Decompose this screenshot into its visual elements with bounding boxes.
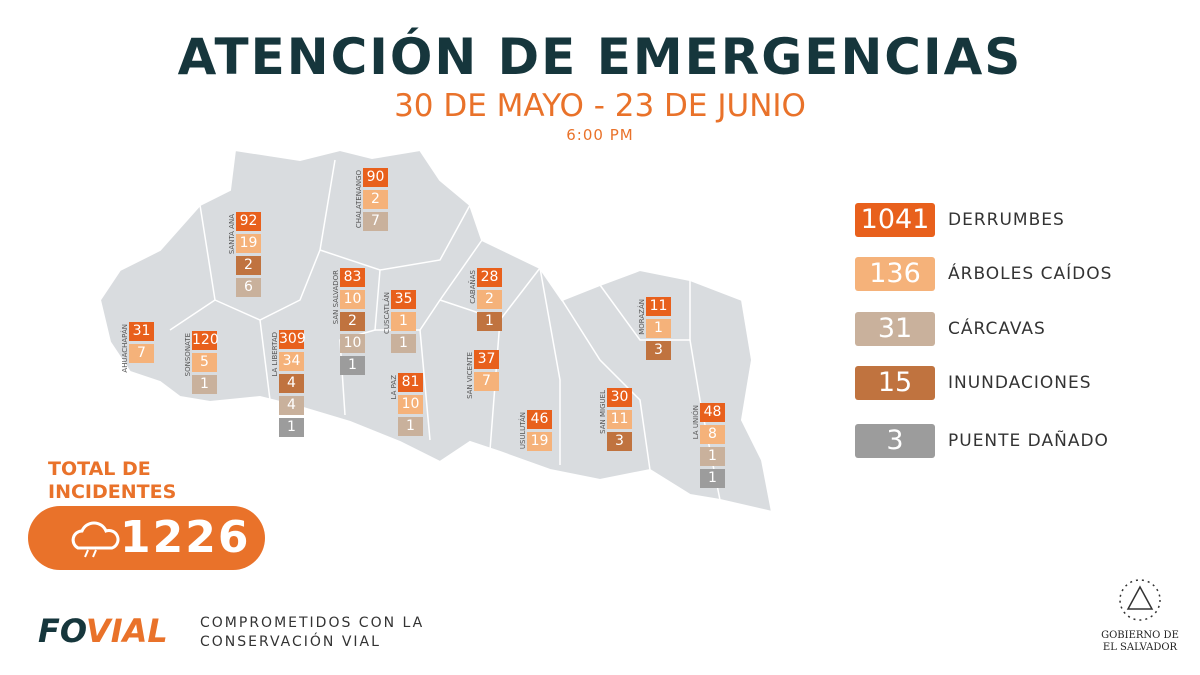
count-box: 4	[279, 374, 304, 393]
department-name: CABAÑAS	[469, 270, 477, 304]
legend-label: PUENTE DAÑADO	[948, 431, 1109, 451]
legend-value: 15	[855, 366, 935, 400]
government-line: EL SALVADOR	[1102, 642, 1178, 653]
count-box: 1	[700, 447, 725, 466]
legend-label: ÁRBOLES CAÍDOS	[948, 264, 1113, 284]
count-box: 35	[391, 290, 416, 309]
count-box: 19	[527, 432, 552, 451]
count-box: 3	[607, 432, 632, 451]
count-box: 1	[279, 418, 304, 437]
count-box: 37	[474, 350, 499, 369]
count-box: 83	[340, 268, 365, 287]
total-label: TOTAL DE INCIDENTES	[48, 458, 176, 504]
count-box: 1	[398, 417, 423, 436]
logo-part: VIAL	[85, 612, 168, 650]
department-name: SAN MIGUEL	[599, 390, 607, 434]
department-name: SANTA ANA	[228, 214, 236, 255]
count-box: 10	[398, 395, 423, 414]
count-box: 2	[340, 312, 365, 331]
legend-label: INUNDACIONES	[948, 373, 1092, 393]
count-box: 4	[279, 396, 304, 415]
department-name: LA PAZ	[390, 375, 398, 400]
logo: FOVIAL	[38, 612, 168, 650]
count-box: 3	[646, 341, 671, 360]
count-box: 1	[477, 312, 502, 331]
government-line: GOBIERNO DE	[1101, 630, 1179, 641]
count-box: 1	[340, 356, 365, 375]
count-box: 30	[607, 388, 632, 407]
count-box: 2	[477, 290, 502, 309]
department-name: SAN SALVADOR	[332, 270, 340, 325]
legend-value: 136	[855, 257, 935, 291]
title: ATENCIÓN DE EMERGENCIAS	[177, 28, 1023, 86]
legend-label: CÁRCAVAS	[948, 319, 1046, 339]
department-name: MORAZÁN	[638, 299, 646, 335]
count-box: 1	[391, 334, 416, 353]
count-box: 28	[477, 268, 502, 287]
count-box: 81	[398, 373, 423, 392]
legend-value: 1041	[855, 203, 935, 237]
total-pill: 1226	[28, 506, 265, 570]
department-name: LA LIBERTAD	[271, 332, 279, 377]
count-box: 5	[192, 353, 217, 372]
tagline: COMPROMETIDOS CON LA CONSERVACIÓN VIAL	[200, 614, 424, 652]
count-box: 6	[236, 278, 261, 297]
count-box: 2	[363, 190, 388, 209]
count-box: 1	[700, 469, 725, 488]
legend-label: DERRUMBES	[948, 210, 1065, 230]
count-box: 11	[646, 297, 671, 316]
count-box: 46	[527, 410, 552, 429]
government: GOBIERNO DE EL SALVADOR	[1100, 630, 1180, 654]
coat-of-arms	[1119, 579, 1161, 621]
count-box: 2	[236, 256, 261, 275]
total-label-line: TOTAL DE	[48, 458, 151, 480]
department-name: CHALATENANGO	[355, 170, 363, 229]
count-box: 120	[192, 331, 219, 350]
total-label-line: INCIDENTES	[48, 481, 177, 503]
count-box: 10	[340, 290, 365, 309]
count-box: 309	[279, 330, 306, 349]
logo-part: FO	[38, 612, 86, 650]
time: 6:00 PM	[566, 126, 634, 144]
count-box: 1	[646, 319, 671, 338]
department-name: USULUTÁN	[519, 412, 527, 450]
count-box: 90	[363, 168, 388, 187]
department-name: SAN VICENTE	[466, 352, 474, 399]
count-box: 10	[340, 334, 365, 353]
department-name: LA UNIÓN	[692, 405, 700, 440]
count-box: 31	[129, 322, 154, 341]
legend-value: 3	[855, 424, 935, 458]
count-box: 7	[474, 372, 499, 391]
count-box: 8	[700, 425, 725, 444]
department-name: CUSCATLÁN	[383, 292, 391, 334]
department-borders	[169, 159, 721, 501]
count-box: 1	[391, 312, 416, 331]
count-box: 11	[607, 410, 632, 429]
count-box: 7	[129, 344, 154, 363]
tagline-line: CONSERVACIÓN VIAL	[200, 634, 381, 650]
count-box: 7	[363, 212, 388, 231]
count-box: 92	[236, 212, 261, 231]
count-box: 1	[192, 375, 217, 394]
count-box: 19	[236, 234, 261, 253]
weather-icon	[71, 521, 120, 558]
total-value: 1226	[120, 512, 251, 563]
department-name: AHUACHAPÁN	[121, 324, 129, 373]
count-box: 48	[700, 403, 725, 422]
department-name: SONSONATE	[184, 333, 192, 377]
legend-value: 31	[855, 312, 935, 346]
date-range: 30 DE MAYO - 23 DE JUNIO	[394, 88, 806, 124]
count-box: 34	[279, 352, 304, 371]
tagline-line: COMPROMETIDOS CON LA	[200, 615, 425, 631]
